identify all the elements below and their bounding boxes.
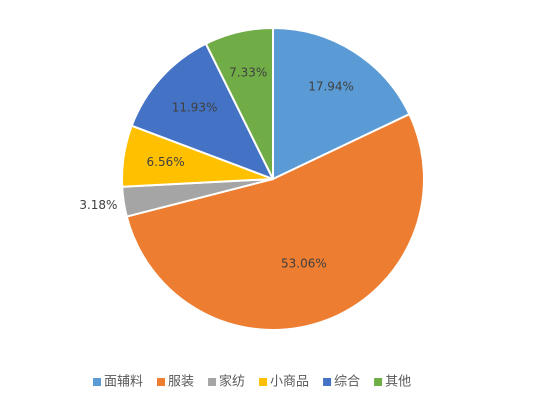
pie-data-label-3: 3.18% bbox=[79, 198, 117, 212]
pie-slice-5 bbox=[130, 42, 274, 180]
pie-slice-6 bbox=[204, 27, 274, 180]
legend-item-2: 服装 bbox=[157, 375, 194, 390]
legend-item-4: 小商品 bbox=[259, 375, 309, 390]
legend-item-5: 综合 bbox=[323, 375, 360, 390]
pie-data-label-5: 11.93% bbox=[172, 101, 218, 115]
legend-label-6: 其他 bbox=[385, 375, 411, 390]
legend-swatch-1 bbox=[93, 378, 101, 386]
legend-label-1: 面辅料 bbox=[104, 375, 143, 390]
legend-label-2: 服装 bbox=[168, 375, 194, 390]
pie-slice-2 bbox=[125, 113, 425, 331]
pie-data-label-1: 17.94% bbox=[308, 80, 354, 94]
legend-swatch-3 bbox=[208, 378, 217, 386]
legend-label-5: 综合 bbox=[334, 375, 360, 390]
legend-swatch-6 bbox=[374, 378, 383, 386]
legend-item-3: 家纺 bbox=[208, 374, 245, 390]
pie-slices bbox=[121, 27, 425, 331]
pie-data-labels: 17.94% 53.06% 3.18% 6.56% 11.93% 7.33% bbox=[79, 66, 354, 271]
pie-data-label-4: 6.56% bbox=[147, 155, 185, 169]
legend-swatch-2 bbox=[157, 378, 166, 386]
legend-item-1: 面辅料 bbox=[93, 375, 143, 390]
chart-legend: 面辅料 服装 家纺 小商品 综合 其他 bbox=[93, 374, 411, 390]
pie-data-label-6: 7.33% bbox=[229, 66, 267, 80]
legend-label-4: 小商品 bbox=[270, 375, 309, 390]
legend-label-3: 家纺 bbox=[219, 374, 245, 390]
pie-slice-1 bbox=[272, 27, 411, 180]
legend-swatch-4 bbox=[259, 378, 268, 386]
legend-item-6: 其他 bbox=[374, 375, 411, 390]
pie-data-label-2: 53.06% bbox=[281, 257, 327, 271]
legend-swatch-5 bbox=[323, 378, 332, 386]
